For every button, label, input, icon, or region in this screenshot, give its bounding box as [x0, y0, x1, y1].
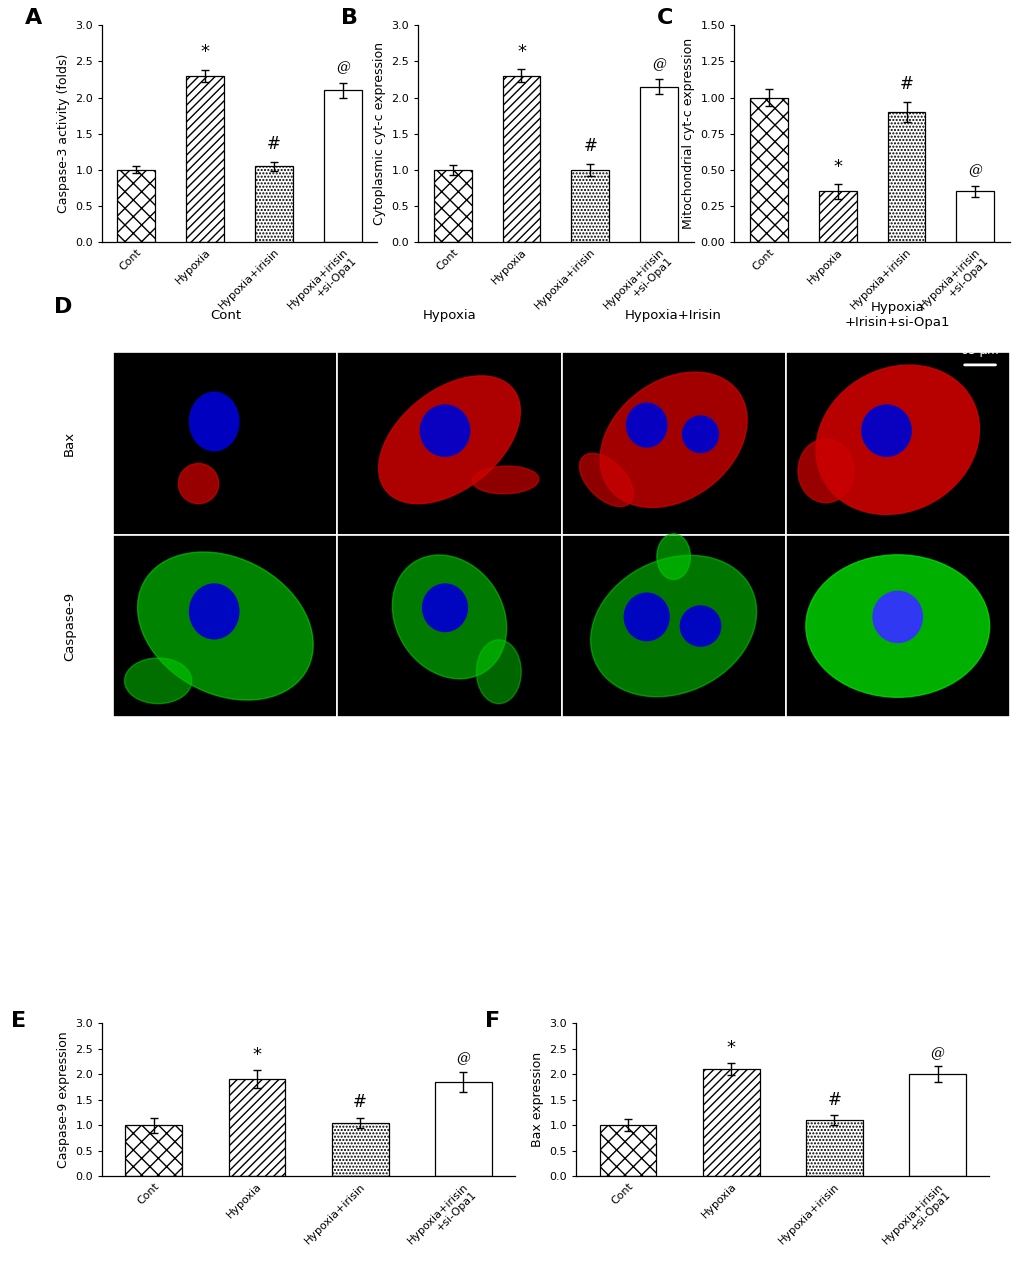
Bar	[186, 76, 224, 242]
Ellipse shape	[656, 534, 690, 579]
Text: Cont: Cont	[210, 309, 240, 321]
Bar	[324, 90, 362, 242]
Bar	[640, 87, 678, 242]
Ellipse shape	[190, 392, 238, 450]
Bar	[561, 352, 785, 535]
Bar	[433, 170, 471, 242]
Y-axis label: Cytoplasmic cyt-c expression: Cytoplasmic cyt-c expression	[373, 42, 385, 225]
Text: #: #	[899, 75, 913, 94]
Text: D: D	[54, 297, 72, 318]
Bar	[956, 191, 994, 242]
Ellipse shape	[422, 584, 467, 631]
Text: @: @	[651, 57, 665, 71]
Bar	[702, 1069, 759, 1176]
Y-axis label: Caspase-9 expression: Caspase-9 expression	[57, 1031, 69, 1168]
Text: *: *	[517, 43, 526, 61]
Bar	[818, 191, 856, 242]
Ellipse shape	[624, 593, 668, 640]
Ellipse shape	[472, 466, 538, 493]
Bar	[255, 166, 292, 242]
Ellipse shape	[420, 405, 469, 457]
Text: *: *	[726, 1039, 735, 1056]
Text: #: #	[353, 1093, 367, 1112]
Text: A: A	[24, 8, 42, 28]
Ellipse shape	[599, 372, 746, 507]
Ellipse shape	[815, 366, 978, 515]
Bar	[435, 1082, 491, 1176]
Bar	[561, 535, 785, 717]
Bar	[502, 76, 540, 242]
Text: E: E	[11, 1011, 26, 1031]
Bar	[785, 535, 1009, 717]
Bar	[785, 352, 1009, 535]
Text: 65 μm: 65 μm	[960, 344, 998, 357]
Text: @: @	[930, 1046, 944, 1060]
Bar	[599, 1126, 655, 1176]
Text: C: C	[656, 8, 673, 28]
Bar	[887, 113, 924, 242]
Ellipse shape	[626, 404, 666, 447]
Bar	[749, 97, 787, 242]
Ellipse shape	[805, 555, 988, 697]
Ellipse shape	[579, 453, 633, 506]
Text: B: B	[340, 8, 358, 28]
Ellipse shape	[797, 439, 853, 502]
Text: *: *	[833, 158, 842, 176]
Text: *: *	[252, 1046, 261, 1064]
Bar	[113, 352, 337, 535]
Bar	[909, 1074, 965, 1176]
Text: Hypoxia+Irisin: Hypoxia+Irisin	[625, 309, 721, 321]
Bar	[228, 1079, 285, 1176]
Ellipse shape	[190, 584, 238, 639]
Ellipse shape	[124, 658, 192, 703]
Ellipse shape	[872, 591, 921, 643]
Bar	[331, 1123, 388, 1176]
Y-axis label: Mitochondrial cyt-c expression: Mitochondrial cyt-c expression	[682, 38, 694, 229]
Text: @: @	[335, 61, 350, 75]
Ellipse shape	[476, 640, 521, 703]
Text: #: #	[583, 138, 597, 156]
Text: Bax: Bax	[63, 431, 76, 455]
Ellipse shape	[680, 606, 720, 646]
Ellipse shape	[590, 555, 756, 697]
Y-axis label: Bax expression: Bax expression	[531, 1052, 543, 1147]
Text: @: @	[967, 163, 981, 177]
Text: Hypoxia: Hypoxia	[422, 309, 476, 321]
Bar	[571, 170, 608, 242]
Ellipse shape	[392, 555, 506, 679]
Text: @: @	[457, 1051, 470, 1065]
Bar	[125, 1126, 181, 1176]
Text: #: #	[826, 1090, 841, 1109]
Y-axis label: Caspase-3 activity (folds): Caspase-3 activity (folds)	[57, 54, 69, 214]
Ellipse shape	[178, 463, 218, 503]
Ellipse shape	[861, 405, 910, 457]
Ellipse shape	[682, 416, 717, 453]
Bar	[113, 535, 337, 717]
Bar	[805, 1121, 862, 1176]
Text: *: *	[201, 43, 210, 62]
Ellipse shape	[378, 376, 520, 503]
Text: Hypoxia
+Irisin+si-Opa1: Hypoxia +Irisin+si-Opa1	[844, 301, 950, 329]
Text: #: #	[267, 135, 281, 153]
Bar	[337, 535, 561, 717]
Text: Caspase-9: Caspase-9	[63, 592, 76, 660]
Ellipse shape	[138, 552, 313, 700]
Bar	[117, 170, 155, 242]
Bar	[337, 352, 561, 535]
Text: F: F	[485, 1011, 500, 1031]
